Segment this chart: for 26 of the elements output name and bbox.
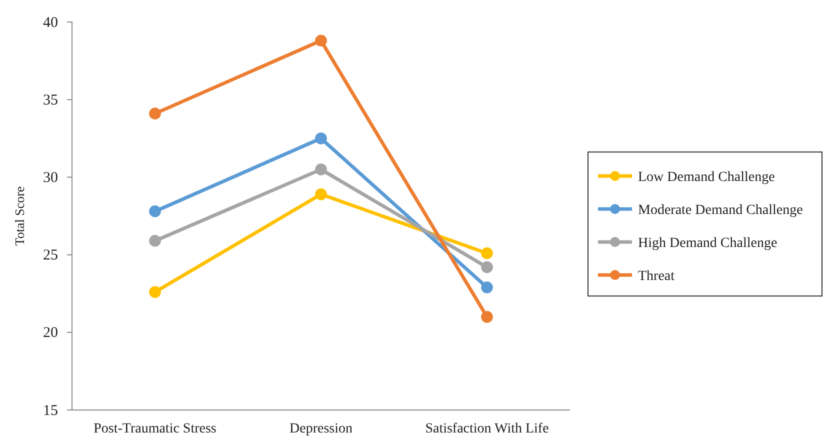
y-tick-label: 25: [43, 248, 58, 264]
x-tick-label: Post-Traumatic Stress: [94, 422, 216, 437]
point: [315, 188, 327, 200]
point: [315, 34, 327, 47]
legend-label: Low Demand Challenge: [638, 170, 775, 185]
y-tick-label: 15: [43, 402, 58, 419]
y-axis-title: Total Score: [12, 186, 27, 246]
x-tick-label: Satisfaction With Life: [425, 422, 549, 437]
point: [149, 234, 161, 247]
y-tick-label: 35: [43, 92, 58, 108]
point: [149, 205, 161, 218]
point: [481, 247, 493, 260]
y-tick-label: 20: [43, 325, 58, 342]
x-tick-label: Depression: [290, 422, 352, 437]
point: [481, 261, 493, 274]
legend-label: Moderate Demand Challenge: [638, 203, 803, 218]
legend-label: Threat: [638, 269, 675, 284]
y-tick-label: 40: [43, 14, 58, 31]
point: [149, 286, 161, 298]
y-tick-label: 30: [43, 170, 58, 186]
point: [315, 164, 327, 176]
point: [315, 132, 327, 144]
point: [481, 281, 493, 294]
point: [481, 310, 493, 323]
point: [149, 108, 161, 120]
legend-label: High Demand Challenge: [638, 236, 778, 251]
